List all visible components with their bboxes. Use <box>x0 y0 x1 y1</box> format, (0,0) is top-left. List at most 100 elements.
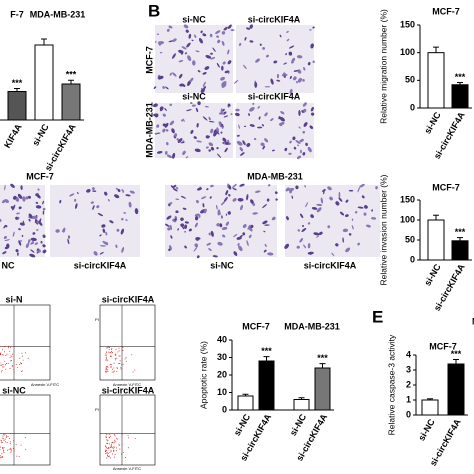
cell <box>37 248 40 251</box>
event <box>10 441 12 443</box>
cell <box>228 71 230 74</box>
cell <box>221 65 224 71</box>
event <box>107 443 109 445</box>
event <box>132 371 134 373</box>
cell <box>4 184 6 191</box>
event <box>0 353 2 355</box>
cell <box>233 233 238 238</box>
cell <box>210 184 214 188</box>
cell <box>299 238 303 243</box>
event <box>111 348 113 350</box>
event <box>121 364 123 366</box>
cell <box>209 33 213 38</box>
cell <box>18 228 21 231</box>
cell <box>177 138 183 143</box>
flow-plot <box>99 304 156 381</box>
event <box>17 366 19 368</box>
event <box>2 435 4 437</box>
cell <box>249 24 253 29</box>
cell <box>249 124 255 127</box>
event <box>111 453 113 455</box>
cell <box>210 230 214 237</box>
cell <box>174 218 177 221</box>
cell <box>40 240 43 244</box>
cell <box>342 237 344 243</box>
cell <box>192 60 196 66</box>
cell <box>167 227 171 231</box>
cell <box>246 27 251 30</box>
cell <box>109 220 114 224</box>
cell <box>232 188 237 191</box>
event <box>22 359 24 361</box>
micrograph <box>236 25 314 93</box>
cell <box>230 29 235 32</box>
event <box>9 447 11 449</box>
event <box>108 433 110 435</box>
cell <box>227 49 230 55</box>
cell <box>182 118 185 123</box>
cell <box>312 26 315 29</box>
event <box>19 357 21 359</box>
y-tick-label: 40 <box>217 334 227 344</box>
cell <box>236 134 240 137</box>
group-label: MCF-7 <box>429 341 457 351</box>
y-tick-label: 100 <box>400 47 415 57</box>
cell <box>191 39 194 42</box>
cell <box>159 51 163 54</box>
cell <box>302 130 306 134</box>
cell <box>276 79 281 82</box>
panel-label: E <box>372 307 383 326</box>
cell <box>264 86 271 88</box>
cell <box>225 213 228 216</box>
chart-title: MCF-7 <box>432 6 460 16</box>
image-layer <box>0 24 380 466</box>
cell <box>342 228 349 233</box>
cell <box>196 122 199 128</box>
cell <box>205 54 212 59</box>
cell <box>67 238 70 245</box>
significance: *** <box>455 227 466 237</box>
y-tick-label: 3 <box>406 364 411 374</box>
cell <box>235 252 238 257</box>
flow-plot <box>0 394 51 466</box>
event <box>113 456 115 458</box>
cell <box>190 129 194 134</box>
y-tick-label: 150 <box>400 19 415 29</box>
event <box>108 351 110 353</box>
cell <box>253 138 257 140</box>
cell <box>316 203 323 207</box>
cell <box>311 207 318 210</box>
event <box>25 448 27 450</box>
flow-plot <box>99 394 156 466</box>
cell <box>99 234 102 237</box>
event <box>3 450 5 452</box>
event <box>120 367 122 369</box>
cell <box>244 36 247 41</box>
cell <box>15 249 19 253</box>
cell <box>216 204 218 210</box>
cell <box>246 143 251 147</box>
cell <box>296 55 303 59</box>
cell <box>248 234 252 239</box>
cell <box>217 153 222 158</box>
event <box>105 366 107 368</box>
cell <box>345 199 349 203</box>
event <box>107 371 109 373</box>
cell <box>242 232 246 236</box>
group-label: M <box>472 316 474 326</box>
cell <box>25 196 29 200</box>
event <box>7 362 9 364</box>
cell <box>164 107 167 111</box>
event <box>13 368 15 370</box>
event <box>114 434 116 436</box>
event <box>16 364 18 366</box>
column-label: si-circKIF4A <box>74 260 127 270</box>
event <box>2 366 4 368</box>
cell <box>68 235 70 239</box>
event <box>119 362 121 364</box>
cell <box>297 229 300 232</box>
cell <box>237 242 240 247</box>
event <box>11 359 13 361</box>
event <box>108 447 110 449</box>
